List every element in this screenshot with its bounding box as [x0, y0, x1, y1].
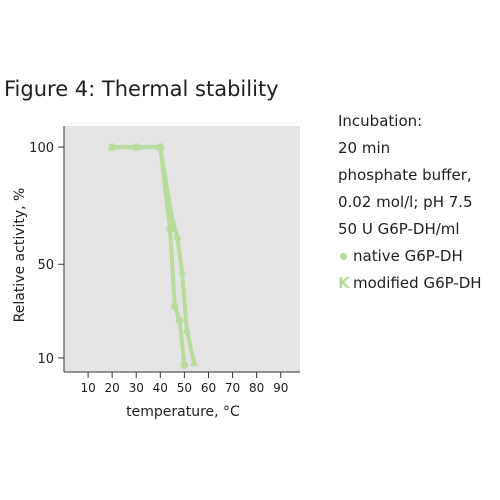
modified-data-point [168, 215, 177, 224]
native-data-point [170, 302, 179, 311]
x-axis-label: temperature, °C [126, 404, 240, 420]
y-tick-label: 50 [37, 258, 54, 273]
buffer-line-1: phosphate buffer, [338, 166, 472, 184]
modified-data-point [132, 142, 141, 151]
legend-item-modified: K modified G6P-DH [338, 270, 482, 297]
modified-data-point [177, 267, 187, 275]
native-data-point [166, 225, 174, 233]
modified-data-point [182, 325, 192, 334]
x-tick-label: 90 [273, 381, 288, 395]
x-tick-label: 40 [153, 381, 168, 395]
side-notes: Incubation: 20 min phosphate buffer, 0.0… [338, 108, 482, 297]
y-axis-label: Relative activity, % [12, 188, 28, 323]
buffer-line-2: 0.02 mol/l; pH 7.5 [338, 193, 473, 211]
x-tick-label: 30 [129, 381, 144, 395]
incubation-label: Incubation: [338, 112, 423, 130]
series-line-modified [110, 145, 196, 365]
legend-item-native: native G6P-DH [338, 243, 482, 270]
x-tick-label: 70 [225, 381, 240, 395]
enzyme-amount: 50 U G6P-DH/ml [338, 220, 460, 238]
y-tick-label: 10 [37, 352, 54, 367]
circle-marker-icon [340, 253, 347, 260]
x-tick-label: 10 [80, 381, 95, 395]
incubation-duration: 20 min [338, 139, 391, 157]
x-tick-label: 50 [177, 381, 192, 395]
k-marker-icon: K [338, 274, 350, 292]
y-tick-label: 100 [29, 141, 54, 156]
legend-label-native: native G6P-DH [353, 247, 463, 265]
legend-label-modified: modified G6P-DH [353, 274, 482, 292]
x-tick-label: 20 [105, 381, 120, 395]
modified-data-point [189, 358, 199, 366]
x-tick-label: 60 [201, 381, 216, 395]
modified-data-point [172, 231, 182, 240]
modified-data-point [107, 142, 117, 151]
native-data-point [180, 361, 189, 369]
x-tick-label: 80 [249, 381, 264, 395]
native-data-point [175, 316, 184, 325]
modified-data-point [156, 142, 165, 151]
figure-title: Figure 4: Thermal stability [4, 77, 279, 101]
